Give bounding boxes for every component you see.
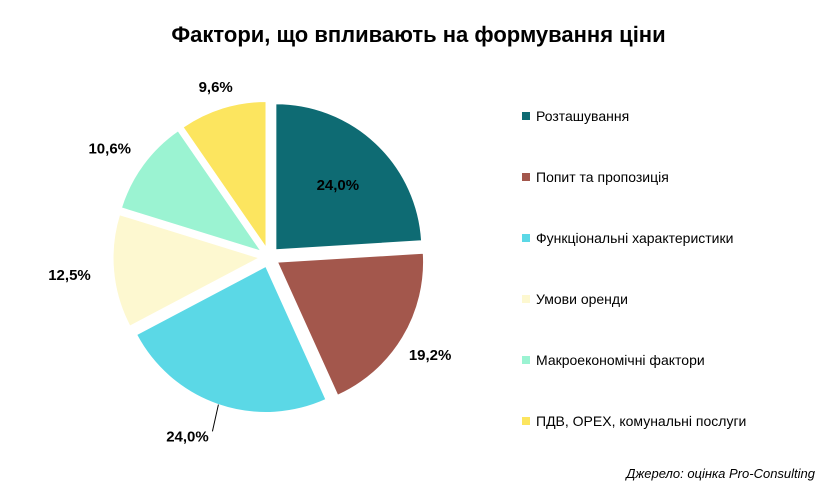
source-note: Джерело: оцінка Pro-Consulting (626, 466, 815, 481)
data-label-6: 9,6% (199, 79, 233, 96)
pie-slice-6 (182, 100, 267, 250)
legend-label: Макроекономічні фактори (536, 352, 705, 368)
data-label-5: 10,6% (88, 140, 131, 157)
legend-item-3: Функціональні характеристики (522, 230, 733, 246)
leader-line (211, 404, 219, 432)
data-label-2: 19,2% (409, 347, 452, 364)
legend-label: Умови оренди (536, 291, 628, 307)
chart-title: Фактори, що впливають на формування ціни (171, 22, 666, 47)
legend-item-5: Макроекономічні фактори (522, 352, 705, 368)
legend-item-4: Умови оренди (522, 291, 628, 307)
legend-label: Функціональні характеристики (536, 230, 734, 246)
pie-slice-4 (112, 214, 261, 327)
pie-slice-2 (276, 252, 425, 396)
legend-label: ПДВ, OPEX, комунальні послуги (536, 413, 747, 429)
legend-label: Попит та пропозиція (536, 169, 669, 185)
legend-swatch (522, 356, 530, 364)
legend-item-1: Розташування (522, 108, 629, 124)
legend-item-6: ПДВ, OPEX, комунальні послуги (522, 413, 746, 429)
legend-item-2: Попит та пропозиція (522, 169, 669, 185)
pie-slice-1 (275, 103, 423, 251)
legend-label: Розташування (536, 108, 630, 124)
pie-slice-5 (120, 130, 263, 252)
legend-swatch (522, 234, 530, 242)
legend-swatch (522, 417, 530, 425)
data-label-1: 24,0% (317, 177, 360, 194)
legend-swatch (522, 295, 530, 303)
legend-swatch (522, 112, 530, 120)
legend-swatch (522, 173, 530, 181)
pie-slice-3 (135, 265, 327, 413)
data-label-3: 24,0% (166, 428, 209, 445)
data-label-4: 12,5% (48, 267, 91, 284)
